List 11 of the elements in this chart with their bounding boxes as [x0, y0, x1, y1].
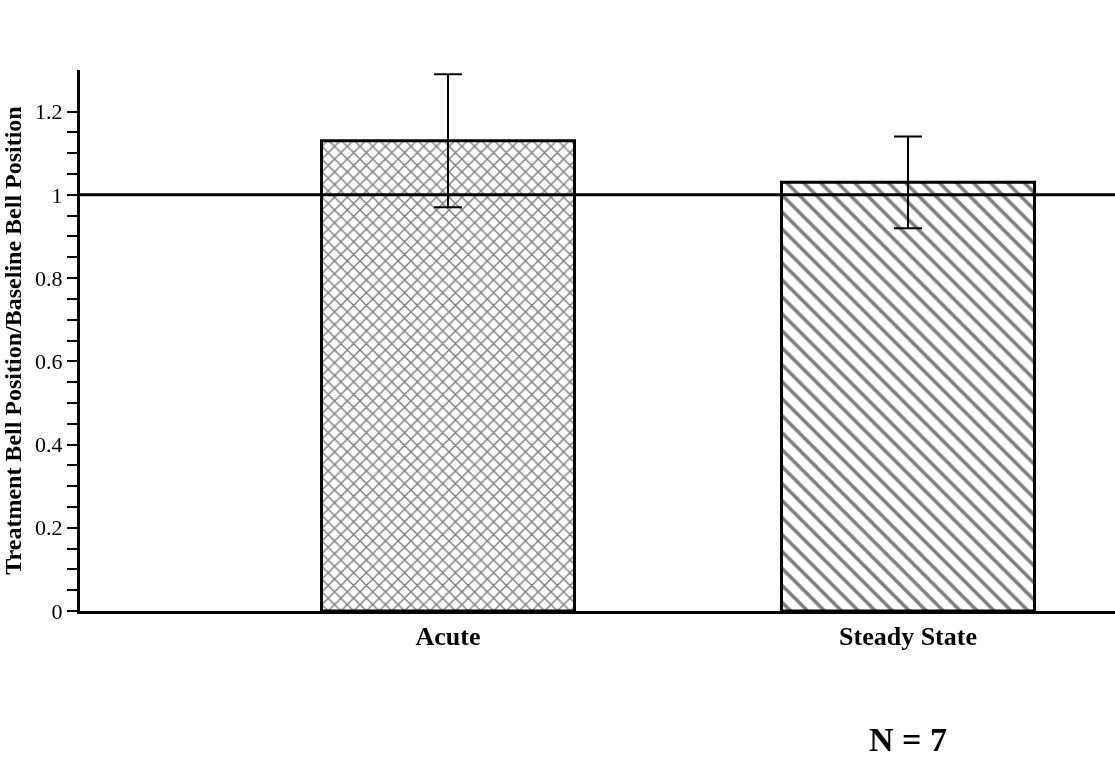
x-tick-label: Acute — [415, 622, 481, 652]
y-tick-label: 0.8 — [35, 265, 63, 291]
y-tick-label: 1 — [51, 182, 63, 208]
y-tick-label: 0.2 — [35, 515, 63, 541]
text: N = 7 — [869, 721, 947, 758]
x-tick-label: Steady State — [839, 622, 977, 652]
y-axis-title: Treatment Bell Position/Baseline Bell Position — [0, 106, 26, 575]
y-tick-label: 0.4 — [35, 432, 63, 458]
y-tick-label: 0 — [51, 598, 63, 624]
y-tick-label: 0.6 — [35, 349, 63, 375]
y-tick-label: 1.2 — [35, 99, 63, 125]
